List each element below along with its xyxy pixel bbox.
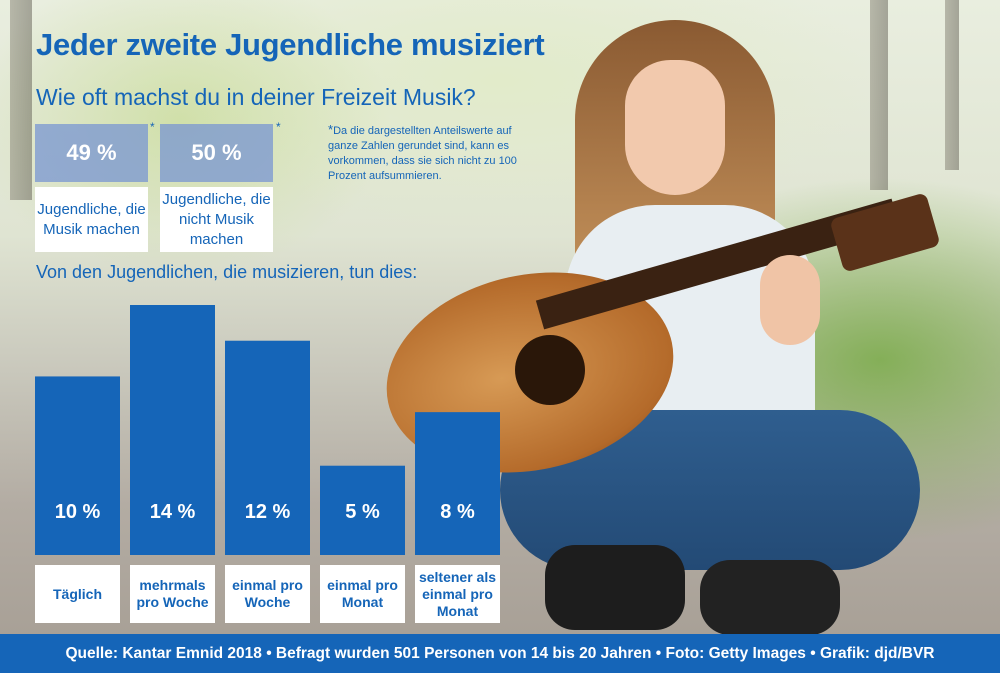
section-heading: Von den Jugendlichen, die musizieren, tu… xyxy=(36,262,418,282)
bar-category-label: Täglich xyxy=(35,565,120,623)
bar-category-label: mehrmals pro Woche xyxy=(130,565,215,623)
bar-value-label: 10 % xyxy=(55,501,101,523)
chart-subtitle: Wie oft machst du in deiner Freizeit Mus… xyxy=(36,84,476,110)
bar-category-label: einmal pro Monat xyxy=(320,565,405,623)
footnote-star: * xyxy=(276,120,281,134)
guitar-soundhole xyxy=(515,335,585,405)
bar-value-label: 8 % xyxy=(440,501,475,523)
bar-0 xyxy=(35,376,120,555)
girl-face xyxy=(625,60,725,195)
footnote-text: Da die dargestellten Anteilswerte auf ga… xyxy=(328,125,517,182)
chart-title: Jeder zweite Jugendliche musiziert xyxy=(36,27,545,62)
bar-4 xyxy=(415,412,500,555)
summary-value-musizieren: 49 % xyxy=(35,124,148,182)
summary-label-nicht-musizieren: Jugendliche, die nicht Musik machen xyxy=(160,187,273,252)
summary-value-nicht-musizieren: 50 % xyxy=(160,124,273,182)
bar-1 xyxy=(130,305,215,555)
boot-left xyxy=(545,545,685,630)
summary-label-musizieren: Jugendliche, die Musik machen xyxy=(35,187,148,252)
bar-3 xyxy=(320,465,405,555)
source-footer: Quelle: Kantar Emnid 2018 • Befragt wurd… xyxy=(0,634,1000,673)
footnote: *Da die dargestellten Anteilswerte auf g… xyxy=(328,122,528,184)
bar-2 xyxy=(225,340,310,555)
girl-hand xyxy=(760,255,820,345)
bar-category-label: seltener als einmal pro Monat xyxy=(415,565,500,623)
bar-value-label: 14 % xyxy=(150,501,196,523)
footnote-star: * xyxy=(328,122,334,137)
bar-value-label: 12 % xyxy=(245,501,291,523)
boot-right xyxy=(700,560,840,635)
bar-value-label: 5 % xyxy=(345,501,380,523)
footnote-star: * xyxy=(150,120,155,134)
bar-category-label: einmal pro Woche xyxy=(225,565,310,623)
